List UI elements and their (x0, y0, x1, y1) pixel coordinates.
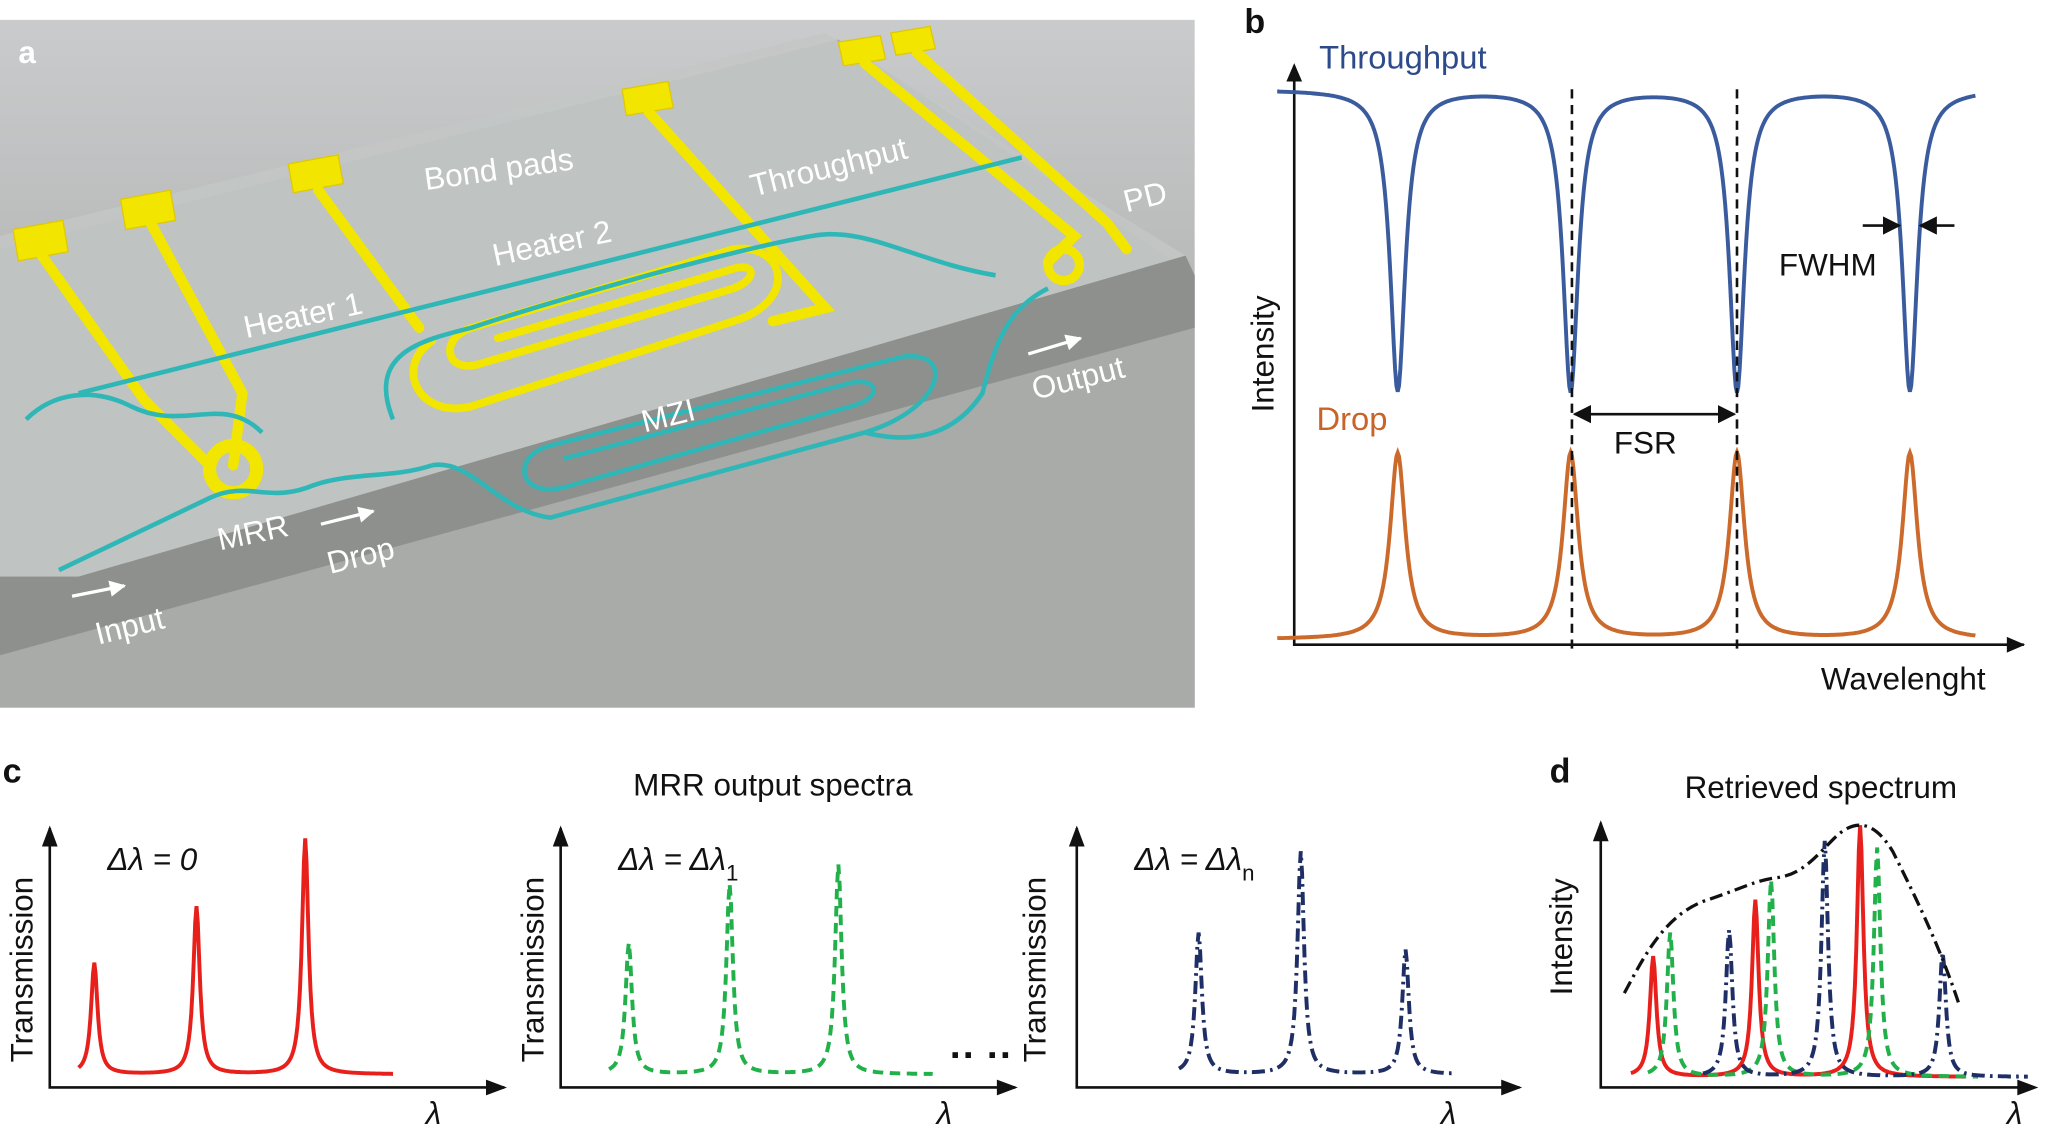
series-label: Throughput (1319, 38, 1486, 75)
drop-curve (1277, 446, 1976, 641)
annotation-text: Δλ = Δλ (1133, 842, 1242, 877)
spectrum (1702, 840, 2028, 1079)
spectrum (1177, 851, 1457, 1076)
y-axis-label: Transmission (5, 877, 40, 1063)
panel-d: d Retrieved spectrum Intensity λ (1544, 752, 2039, 1127)
y-axis-label: Transmission (516, 877, 551, 1063)
series-label: Drop (1316, 400, 1387, 437)
annotation-text: Δλ = Δλ (617, 842, 726, 877)
axes (1599, 822, 2034, 1089)
x-axis-label: λ (935, 1096, 952, 1127)
panel-c: c MRR output spectra ·· ·· Δλ = 0 Transmi… (3, 752, 1523, 1127)
annotation-subscript: n (1242, 861, 1254, 886)
panel-label: a (18, 35, 36, 70)
x-axis-label: λ (2005, 1096, 2022, 1127)
y-axis-label: Transmission (1017, 877, 1052, 1063)
annotation: Δλ = Δλn (1133, 842, 1254, 885)
axes (1292, 65, 2024, 647)
spectrum (608, 864, 933, 1076)
spectrum (1647, 847, 1979, 1079)
y-axis-label: Intensity (1245, 295, 1280, 412)
annotation: FWHM (1779, 247, 1877, 282)
axes (1075, 828, 1520, 1089)
spectrum (77, 838, 393, 1076)
x-axis-label: Wavelenght (1821, 661, 1986, 696)
spectrum (1630, 825, 1965, 1079)
y-axis-label: Intensity (1544, 878, 1579, 995)
annotation: Δλ = 0 (106, 842, 197, 877)
panel-a: a Bond pads Throughput PD Heater 2 Heate… (0, 19, 1195, 708)
panel-label: c (3, 752, 22, 790)
x-axis-label: λ (1439, 1096, 1456, 1127)
x-axis-label: λ (424, 1096, 441, 1127)
pd (1043, 244, 1084, 286)
panel-label: d (1550, 752, 1571, 790)
panel-title: MRR output spectra (633, 767, 913, 802)
axes (48, 828, 505, 1089)
annotation: Δλ = Δλ1 (617, 842, 738, 885)
waveguides (24, 155, 1049, 573)
fsr-guides (1570, 89, 1739, 652)
throughput-curve (1277, 89, 1976, 393)
chip-edge (0, 255, 1195, 656)
envelope (1622, 823, 1960, 1003)
annotation-subscript: 1 (726, 861, 738, 886)
flow-arrows (71, 334, 1083, 598)
ellipsis: ·· ·· (950, 1033, 1013, 1077)
panel-title: Retrieved spectrum (1685, 770, 1957, 805)
annotation-text: Δλ = 0 (106, 842, 197, 877)
measure-arrows (1572, 216, 1955, 424)
axes (559, 828, 1016, 1089)
panel-b: b Throughput Drop Intensity Wavelenght F… (1244, 3, 2026, 696)
annotation: FSR (1614, 425, 1677, 460)
panel-label: b (1244, 3, 1265, 41)
bond-pads (12, 25, 937, 262)
